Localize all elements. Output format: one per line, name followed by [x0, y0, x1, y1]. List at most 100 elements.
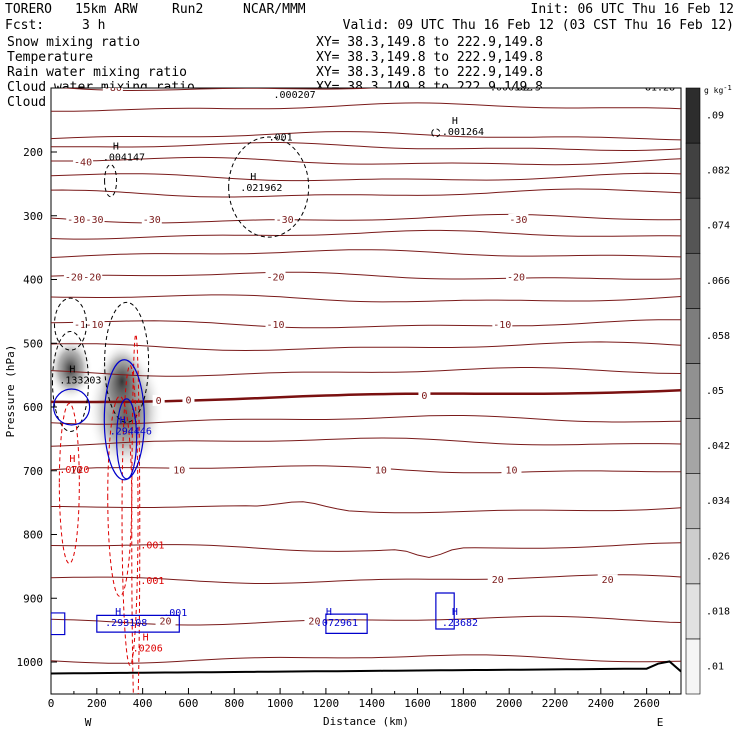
temperature-contour [51, 249, 681, 258]
y-tick-label: 200 [23, 146, 43, 159]
temperature-contour [51, 172, 681, 182]
model-name: TORERO [5, 2, 52, 17]
colorbar-segment [685, 87, 701, 144]
y-tick-label: 700 [23, 465, 43, 478]
temperature-contour [51, 574, 681, 584]
colorbar-level-label: .026 [706, 551, 730, 562]
contour-label-bg [597, 574, 618, 586]
temperature-contour-label: -30 [85, 215, 103, 226]
temperature-contour-label: 10 [173, 465, 185, 476]
temperature-contour [51, 501, 681, 514]
temperature-contour-label: -10 [74, 320, 92, 331]
y-tick-label: 600 [23, 401, 43, 414]
y-tick-label: 1000 [17, 656, 44, 669]
zero-isotherm-label: 0 [421, 391, 427, 402]
maximum-marker: H [452, 607, 458, 618]
x-tick-label: 2600 [633, 697, 660, 710]
cloud-water-contour [325, 613, 368, 634]
x-tick-label: 1000 [267, 697, 294, 710]
temperature-contour-label: 10 [70, 465, 82, 476]
temperature-contour [51, 131, 681, 141]
maximum-marker: H [115, 607, 121, 618]
rain-water-contour [107, 395, 133, 597]
contour-label-bg [66, 464, 87, 476]
contour-label-bg [73, 156, 94, 168]
maximum-value: .133203 [59, 376, 101, 387]
temperature-contour-label: 20 [308, 617, 320, 628]
temperature-contour-label: -30 [143, 215, 161, 226]
rain-water-contour [131, 334, 141, 694]
x-axis-label: Distance (km) [323, 715, 409, 728]
x-tick-label: 600 [179, 697, 199, 710]
colorbar-unit-text: g kg [704, 86, 723, 95]
maximum-value: -77.66 [142, 79, 178, 90]
temperature-contour-label: 20 [492, 575, 504, 586]
y-tick-label: 400 [23, 274, 43, 287]
maximum-marker: H [113, 141, 119, 152]
ice-shading-blob [51, 336, 93, 401]
maximum-value: .23682 [442, 618, 478, 629]
colorbar-level-label: .082 [706, 166, 730, 177]
colorbar-segment [685, 252, 701, 309]
colorbar-segment [685, 583, 701, 640]
x-tick-label: 0 [48, 697, 55, 710]
x-tick-label: 2000 [496, 697, 523, 710]
contour-label-bg [182, 394, 195, 406]
maximum-value: .004147 [103, 152, 145, 163]
temperature-contour [51, 542, 681, 559]
field-contour-label: .001 [140, 576, 164, 587]
contour-label-bg [418, 389, 431, 401]
legend-cross-section-coords: XY= 38.3,149.8 to 222.9,149.8 [316, 65, 543, 80]
maximum-marker: H [284, 79, 290, 90]
temperature-contour-label: -20 [65, 272, 83, 283]
legend-field-name: Temperature [7, 50, 93, 65]
ice-contour [53, 297, 87, 351]
rain-water-contour [58, 402, 80, 565]
legend-cross-section-coords: XY= 38.3,149.8 to 222.9,149.8 [316, 50, 543, 65]
valid-time: Valid: 09 UTC Thu 16 Feb 12 (03 CST Thu … [343, 18, 734, 33]
colorbar-unit-exponent: -1 [723, 84, 731, 92]
temperature-contour-label: -10 [85, 320, 103, 331]
x-tick-label: 2200 [542, 697, 569, 710]
terrain-surface [51, 660, 681, 675]
colorbar-segment [685, 638, 701, 695]
colorbar-level-label: .018 [706, 606, 730, 617]
temperature-contour [51, 367, 681, 377]
temperature-contour [51, 142, 681, 151]
colorbar-segment [685, 418, 701, 474]
east-end-label: E [657, 716, 664, 729]
temperature-contour [51, 229, 681, 240]
zero-isotherm-label: 0 [185, 395, 191, 406]
ice-contour [228, 136, 310, 238]
contour-label-bg [492, 319, 513, 331]
temperature-contour-label: -20 [266, 272, 284, 283]
contour-label-bg [73, 319, 94, 331]
contour-label-bg [508, 213, 529, 225]
temperature-contour [51, 465, 681, 474]
x-tick-label: 200 [87, 697, 107, 710]
temperature-contour-label: -80 [104, 83, 122, 94]
ice-contour [104, 164, 118, 198]
cloud-water-contour [53, 388, 91, 426]
x-tick-label: 400 [133, 697, 153, 710]
contour-label-bg [82, 271, 103, 283]
colorbar-segment [685, 308, 701, 364]
contour-label-bg [487, 574, 508, 586]
maximum-value: -82.3 [511, 82, 541, 93]
maximum-value: .294446 [110, 427, 152, 438]
maximum-marker: H [326, 607, 332, 618]
y-tick-label: 500 [23, 337, 43, 350]
temperature-contour-label: 10 [505, 465, 517, 476]
contour-label-bg [155, 615, 176, 627]
contour-label-bg [102, 88, 123, 93]
x-tick-label: 1800 [450, 697, 477, 710]
cloud-water-contour [435, 592, 455, 630]
y-tick-label: 800 [23, 529, 43, 542]
contour-label-bg [141, 213, 162, 225]
contour-label-bg [370, 464, 391, 476]
temperature-contour [51, 437, 681, 447]
west-end-label: W [85, 716, 92, 729]
maximum-value: -81.28 [639, 82, 675, 93]
contour-label-bg [265, 271, 286, 283]
